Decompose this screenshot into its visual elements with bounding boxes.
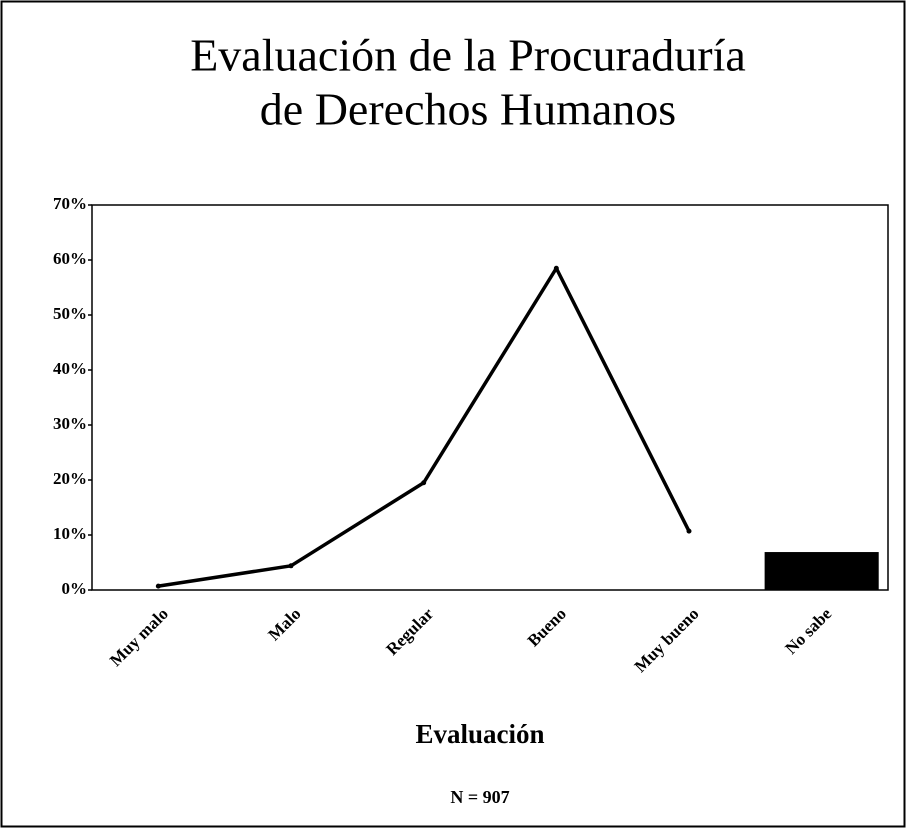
plot-area [91, 204, 889, 591]
chart-title: Evaluación de la Procuraduría [190, 30, 746, 81]
point [421, 480, 427, 486]
x-axis-label: Evaluación [415, 719, 544, 749]
point [288, 563, 294, 569]
point [686, 528, 692, 534]
y-tick-label: 60% [53, 249, 87, 268]
chart-title: de Derechos Humanos [260, 84, 676, 135]
y-tick-label: 30% [53, 414, 87, 433]
bar [764, 552, 879, 590]
point [553, 265, 559, 271]
y-tick-label: 70% [53, 194, 87, 213]
y-tick-label: 0% [62, 579, 88, 598]
point [155, 583, 161, 589]
y-tick-label: 20% [53, 469, 87, 488]
y-tick-label: 40% [53, 359, 87, 378]
note: N = 907 [450, 787, 509, 807]
y-tick-label: 50% [53, 304, 87, 323]
y-tick-label: 10% [53, 524, 87, 543]
